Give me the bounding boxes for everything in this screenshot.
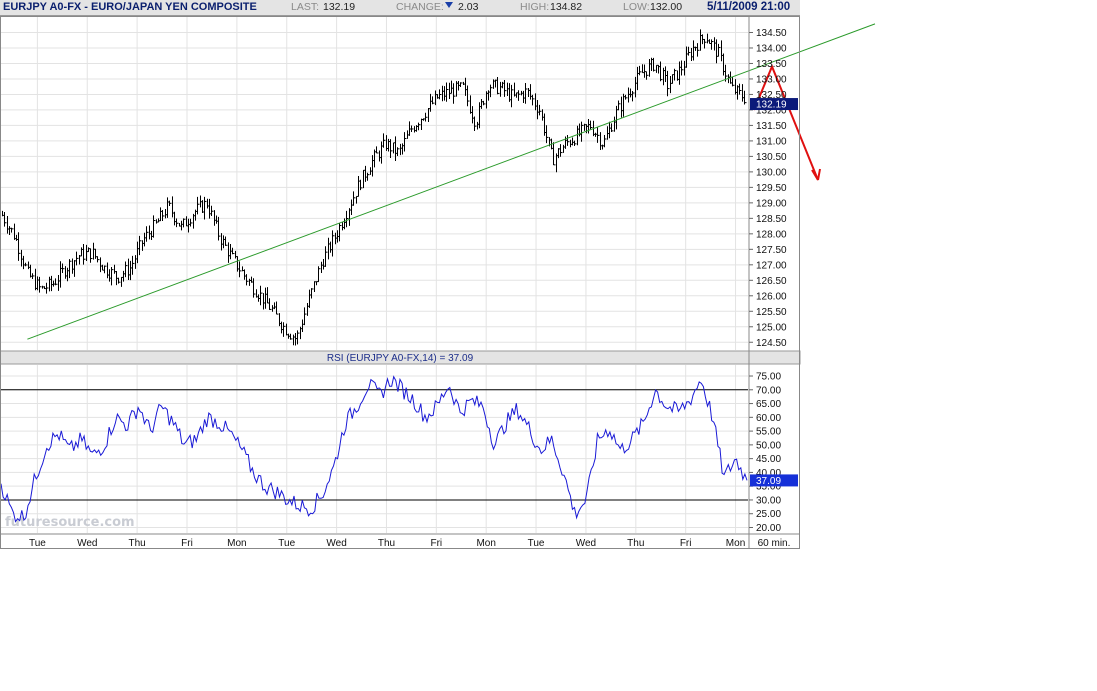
time-axis: Tue Wed Thu Fri Mon Tue Wed Thu Fri Mon Tue Wed Thu F… xyxy=(29,538,790,549)
rsi-tick-label: 70.00 xyxy=(756,385,781,396)
change-label: CHANGE: xyxy=(396,1,444,13)
value-badges: 132.19 37.09 xyxy=(750,98,798,487)
high-label: HIGH: xyxy=(520,1,550,13)
rsi-last-badge-label: 37.09 xyxy=(756,476,781,487)
chart-frame xyxy=(0,16,800,549)
rsi-tick-label: 35.00 xyxy=(756,482,781,493)
rsi-last-badge xyxy=(750,474,798,487)
chart-datetime: 5/11/2009 21:00 xyxy=(707,1,791,13)
rsi-tick-label: 20.00 xyxy=(756,523,781,534)
price-grid xyxy=(0,17,748,350)
price-tick-label: 134.50 xyxy=(756,28,787,39)
low-label: LOW: xyxy=(623,1,650,13)
time-tick-label: Thu xyxy=(129,538,146,549)
price-tick-label: 126.50 xyxy=(756,276,787,287)
rsi-title: RSI (EURJPY A0-FX,14) = 37.09 xyxy=(327,353,474,364)
price-last-badge-label: 132.19 xyxy=(756,100,787,111)
rsi-tick-label: 60.00 xyxy=(756,413,781,424)
time-tick-label: Mon xyxy=(726,538,745,549)
price-tick-label: 125.00 xyxy=(756,322,787,333)
time-tick-label: Thu xyxy=(627,538,644,549)
high-value: 134.82 xyxy=(550,1,583,13)
price-tick-label: 130.00 xyxy=(756,167,787,178)
price-tick-label: 132.50 xyxy=(756,90,787,101)
price-tick-label: 128.50 xyxy=(756,214,787,225)
red-arrow-head-icon xyxy=(811,168,821,181)
time-tick-label: Fri xyxy=(430,538,442,549)
price-tick-label: 126.00 xyxy=(756,291,787,302)
price-tick-label: 131.00 xyxy=(756,136,787,147)
change-value: 2.03 xyxy=(458,1,479,13)
trendline xyxy=(27,23,876,340)
price-series xyxy=(2,29,747,346)
watermark-logo: futuresource.com xyxy=(5,515,135,530)
rsi-tick-label: 75.00 xyxy=(756,372,781,383)
price-tick-label: 128.00 xyxy=(756,229,787,240)
time-tick-label: Tue xyxy=(528,538,545,549)
price-tick-label: 133.00 xyxy=(756,74,787,85)
time-tick-label: Fri xyxy=(181,538,193,549)
low-value: 132.00 xyxy=(650,1,683,13)
time-tick-label: Wed xyxy=(576,538,596,549)
time-tick-label: Wed xyxy=(77,538,97,549)
rsi-tick-label: 40.00 xyxy=(756,468,781,479)
rsi-axis: 20.00 25.00 30.00 35.00 40.00 45.00 50.00 55.00… xyxy=(749,372,781,534)
rsi-tick-label: 30.00 xyxy=(756,495,781,506)
price-tick-label: 127.00 xyxy=(756,260,787,271)
price-axis: 124.50 125.00 125.50 126.00 126.50 127.00 127.… xyxy=(749,28,787,349)
red-arrow-annotation xyxy=(753,63,819,181)
last-value: 132.19 xyxy=(323,1,356,13)
interval-label: 60 min. xyxy=(758,538,791,549)
time-tick-label: Tue xyxy=(278,538,295,549)
rsi-line xyxy=(0,375,748,523)
rsi-tick-label: 45.00 xyxy=(756,454,781,465)
time-tick-label: Wed xyxy=(326,538,346,549)
rsi-series xyxy=(0,375,748,523)
rsi-tick-label: 65.00 xyxy=(756,399,781,410)
price-tick-label: 134.00 xyxy=(756,43,787,54)
overlays xyxy=(27,23,876,340)
rsi-grid xyxy=(0,365,748,533)
price-tick-label: 127.50 xyxy=(756,245,787,256)
price-tick-label: 132.00 xyxy=(756,105,787,116)
last-label: LAST: xyxy=(291,1,320,13)
time-tick-label: Mon xyxy=(476,538,495,549)
time-tick-label: Tue xyxy=(29,538,46,549)
rsi-tick-label: 50.00 xyxy=(756,440,781,451)
price-tick-label: 124.50 xyxy=(756,338,787,349)
time-tick-label: Thu xyxy=(378,538,395,549)
time-tick-label: Mon xyxy=(227,538,246,549)
price-tick-label: 129.50 xyxy=(756,183,787,194)
time-tick-label: Fri xyxy=(680,538,692,549)
rsi-tick-label: 55.00 xyxy=(756,427,781,438)
price-tick-label: 130.50 xyxy=(756,152,787,163)
price-tick-label: 133.50 xyxy=(756,59,787,70)
price-tick-label: 131.50 xyxy=(756,121,787,132)
price-tick-label: 125.50 xyxy=(756,307,787,318)
chart-container: EURJPY A0-FX - EURO/JAPAN YEN COMPOSITE … xyxy=(0,0,800,16)
chart-title: EURJPY A0-FX - EURO/JAPAN YEN COMPOSITE xyxy=(3,1,257,13)
rsi-tick-label: 25.00 xyxy=(756,509,781,520)
chart-header: EURJPY A0-FX - EURO/JAPAN YEN COMPOSITE … xyxy=(0,0,800,16)
price-last-badge xyxy=(750,98,798,111)
price-tick-label: 129.00 xyxy=(756,198,787,209)
